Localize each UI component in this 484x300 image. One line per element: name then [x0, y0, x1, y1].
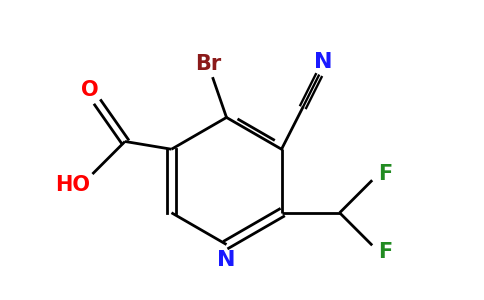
Text: O: O — [81, 80, 99, 100]
Text: Br: Br — [196, 54, 222, 74]
Text: HO: HO — [56, 175, 91, 195]
Text: F: F — [378, 164, 393, 184]
Text: N: N — [217, 250, 236, 270]
Text: N: N — [314, 52, 333, 72]
Text: F: F — [378, 242, 393, 262]
